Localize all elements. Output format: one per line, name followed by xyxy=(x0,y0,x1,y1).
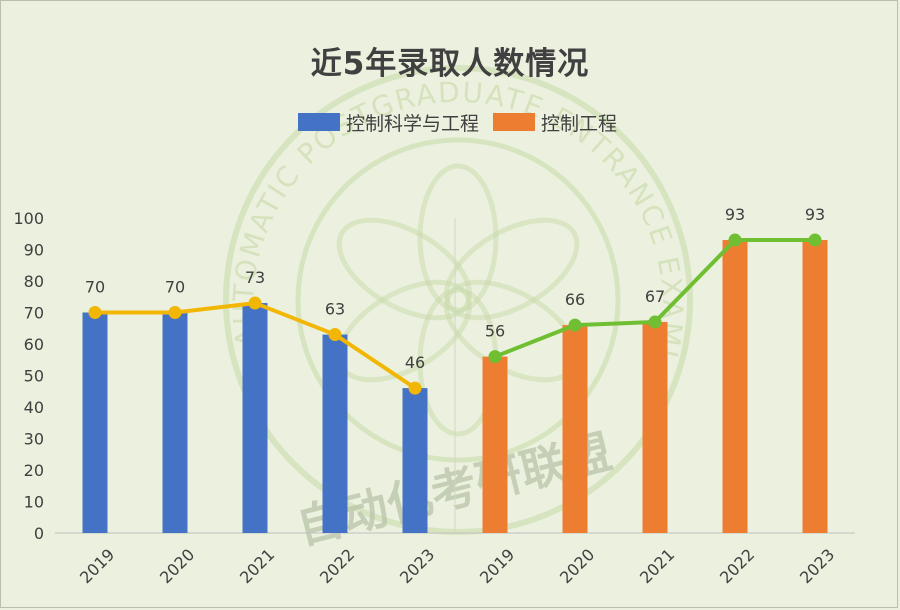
bar-series-2 xyxy=(802,240,828,534)
watermark-outer-ring xyxy=(223,65,693,535)
y-tick-label: 10 xyxy=(24,493,44,512)
legend-swatch-series-1 xyxy=(298,113,340,131)
line-marker-series-2 xyxy=(488,350,502,364)
chart-title: 近5年录取人数情况 xyxy=(310,46,590,82)
x-tick-label: 2023 xyxy=(796,545,838,587)
y-tick-label: 30 xyxy=(24,430,44,449)
legend-swatch-series-2 xyxy=(493,113,536,131)
y-tick-label: 90 xyxy=(24,241,44,260)
x-tick-label: 2021 xyxy=(636,545,678,587)
watermark-inner-ring xyxy=(295,137,621,463)
data-label-series-2: 66 xyxy=(565,290,585,309)
bar-series-2 xyxy=(722,240,748,534)
legend-label-series-2: 控制工程 xyxy=(541,112,618,135)
bar-series-1 xyxy=(242,303,268,533)
data-label-series-2: 67 xyxy=(645,287,665,306)
data-label-series-1: 70 xyxy=(165,278,185,297)
legend-item-series-2: 控制工程 xyxy=(493,109,617,136)
bar-series-1 xyxy=(402,388,428,533)
bar-series-1 xyxy=(162,312,188,533)
watermark-petal xyxy=(444,217,580,321)
chart-legend: 控制科学与工程 控制工程 xyxy=(298,108,631,136)
x-tick-label: 2023 xyxy=(396,545,438,587)
line-marker-series-1 xyxy=(88,306,102,319)
x-tick-label: 2020 xyxy=(556,545,598,587)
line-marker-series-1 xyxy=(328,328,342,342)
y-tick-label: 100 xyxy=(13,209,44,228)
y-tick-label: 20 xyxy=(24,461,44,480)
line-marker-series-1 xyxy=(408,381,422,395)
x-tick-label: 2021 xyxy=(236,545,278,587)
watermark-petal xyxy=(336,217,472,321)
y-tick-label: 70 xyxy=(24,304,44,323)
bar-series-1 xyxy=(322,334,348,533)
y-tick-label: 80 xyxy=(24,272,44,291)
legend-label-series-1: 控制科学与工程 xyxy=(346,112,480,135)
data-label-series-1: 73 xyxy=(245,268,265,287)
y-tick-label: 60 xyxy=(24,335,44,354)
line-marker-series-2 xyxy=(568,318,582,332)
data-label-series-2: 93 xyxy=(725,205,745,224)
x-tick-label: 2020 xyxy=(156,545,198,587)
bar-series-2 xyxy=(482,356,508,533)
line-marker-series-2 xyxy=(648,315,662,329)
chart-lines xyxy=(88,233,822,395)
bar-series-2 xyxy=(642,321,668,533)
chart-bars xyxy=(82,240,828,534)
x-tick-label: 2022 xyxy=(316,545,358,587)
x-tick-label: 2019 xyxy=(76,545,118,587)
line-marker-series-2 xyxy=(728,233,742,247)
data-label-series-1: 70 xyxy=(85,278,105,297)
y-tick-label: 0 xyxy=(34,524,44,543)
x-tick-label: 2022 xyxy=(716,545,758,587)
watermark-petal xyxy=(417,163,499,313)
data-label-series-1: 46 xyxy=(405,353,425,372)
legend-item-series-1: 控制科学与工程 xyxy=(298,109,479,136)
line-marker-series-1 xyxy=(168,306,182,319)
data-label-series-2: 56 xyxy=(485,322,505,341)
chart-axes: 0 10 20 30 40 50 60 70 80 90 100 xyxy=(13,209,855,543)
data-label-series-1: 63 xyxy=(325,300,345,319)
x-tick-label: 2019 xyxy=(476,545,518,587)
y-tick-label: 40 xyxy=(24,398,44,417)
line-marker-series-1 xyxy=(248,296,262,310)
y-tick-label: 50 xyxy=(24,367,44,386)
bar-series-2 xyxy=(562,325,588,533)
line-marker-series-2 xyxy=(808,233,822,247)
bar-series-1 xyxy=(82,312,108,533)
data-label-series-2: 93 xyxy=(805,205,825,224)
